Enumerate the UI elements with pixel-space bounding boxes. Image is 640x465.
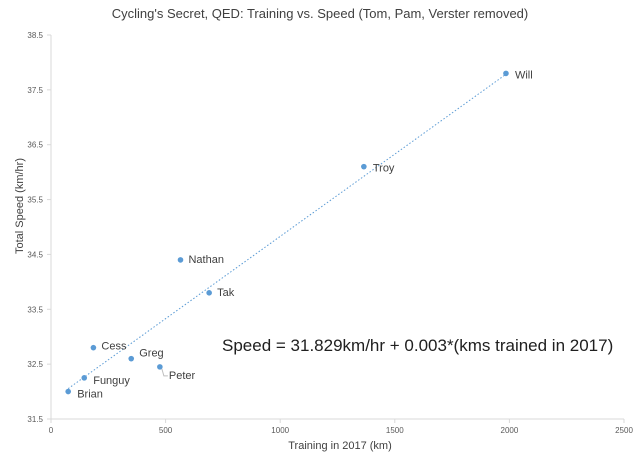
y-tick-label: 38.5 — [27, 31, 43, 40]
y-tick-label: 34.5 — [27, 250, 43, 259]
y-tick-label: 31.5 — [27, 415, 43, 424]
x-tick-label: 500 — [159, 426, 173, 435]
data-point — [157, 364, 163, 370]
x-tick-label: 2000 — [501, 426, 519, 435]
data-point — [128, 355, 135, 362]
x-tick-label: 0 — [49, 426, 54, 435]
point-label: Greg — [139, 348, 163, 360]
data-point — [81, 375, 88, 381]
data-point — [503, 70, 509, 77]
x-tick-label: 1000 — [271, 426, 289, 435]
data-point — [206, 290, 212, 296]
point-label: Peter — [169, 370, 196, 382]
y-tick-label: 37.5 — [27, 86, 43, 95]
point-label: Troy — [373, 163, 395, 175]
point-label: Funguy — [93, 375, 130, 387]
data-point — [65, 388, 71, 395]
x-tick-label: 1500 — [386, 426, 404, 435]
data-point — [361, 163, 367, 170]
y-tick-label: 33.5 — [27, 305, 43, 314]
chart-title: Cycling's Secret, QED: Training vs. Spee… — [111, 6, 529, 21]
data-point — [177, 257, 184, 263]
point-label: Will — [515, 69, 533, 81]
y-tick-label: 32.5 — [27, 360, 43, 369]
x-tick-label: 2500 — [615, 426, 633, 435]
y-tick-label: 35.5 — [27, 196, 43, 205]
y-tick-label: 36.5 — [27, 141, 43, 150]
trendline-equation: Speed = 31.829km/hr + 0.003*(kms trained… — [222, 336, 614, 355]
x-axis-label: Training in 2017 (km) — [288, 440, 392, 452]
data-point — [90, 344, 97, 351]
point-label: Brian — [77, 389, 103, 401]
point-label: Nathan — [188, 254, 223, 266]
point-label: Tak — [217, 287, 235, 299]
trendline — [67, 73, 507, 390]
leader-line — [161, 368, 168, 377]
point-label: Cess — [101, 341, 127, 353]
